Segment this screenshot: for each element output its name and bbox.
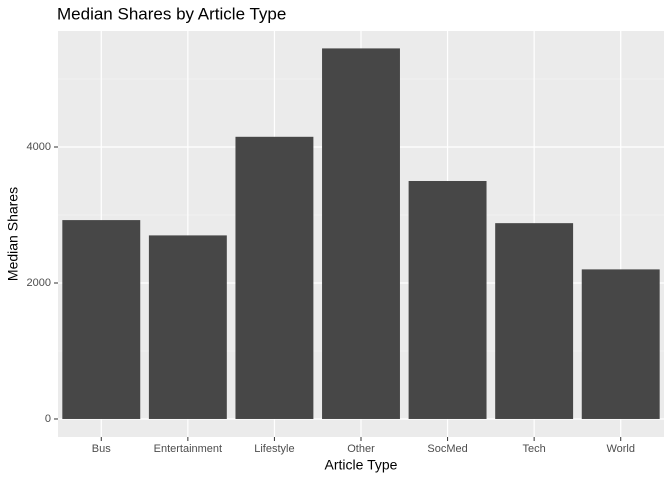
y-tick-label: 2000 [27, 277, 51, 289]
bar [62, 220, 141, 419]
bar [408, 180, 487, 419]
x-tick-label: SocMed [427, 443, 467, 455]
x-tick-label: Bus [92, 443, 111, 455]
bar [148, 235, 227, 419]
bar [235, 136, 314, 419]
y-axis-label: Median Shares [5, 187, 21, 281]
x-tick-label: World [606, 443, 635, 455]
bar [495, 223, 574, 419]
y-tick-label: 4000 [27, 141, 51, 153]
x-tick-label: Other [347, 443, 375, 455]
x-axis-label: Article Type [325, 457, 398, 473]
bar [581, 269, 660, 419]
chart-title: Median Shares by Article Type [57, 4, 286, 23]
x-tick-label: Entertainment [154, 443, 222, 455]
y-tick-label: 0 [45, 413, 51, 425]
bar [322, 48, 400, 419]
x-tick-label: Lifestyle [254, 443, 294, 455]
x-tick-label: Tech [523, 443, 546, 455]
